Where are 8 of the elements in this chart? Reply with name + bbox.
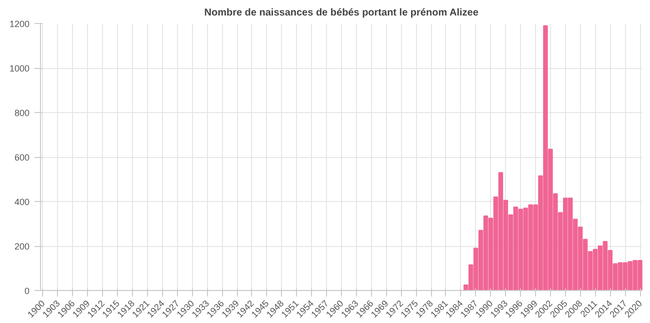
y-tick-label: 1000 [9,64,30,74]
y-tick-label: 1200 [9,19,30,29]
y-tick-label: 600 [14,152,30,162]
chart-title: Nombre de naissances de bébés portant le prénom Alizee [204,8,479,18]
y-tick-label: 400 [14,197,30,207]
y-tick-label: 800 [14,108,30,118]
y-tick-label: 200 [14,242,30,252]
y-tick-label: 0 [24,286,30,296]
